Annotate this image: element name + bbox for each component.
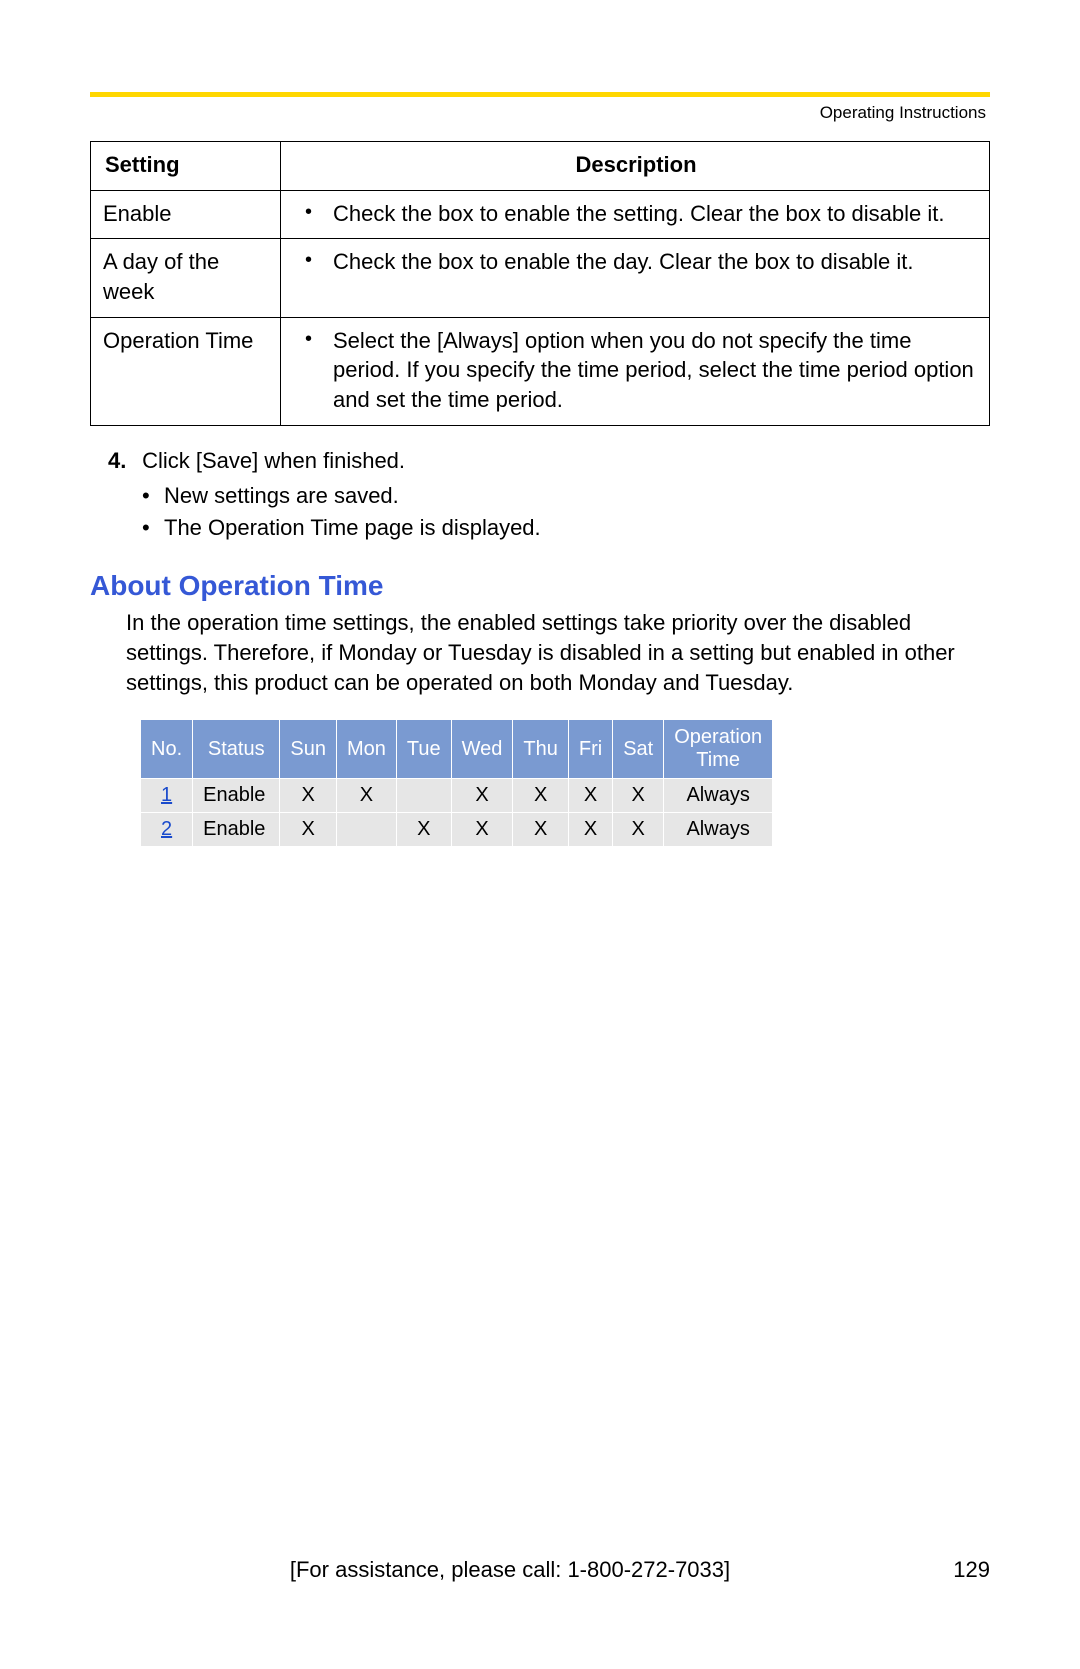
section-body: In the operation time settings, the enab… — [126, 608, 990, 697]
step-bullet: New settings are saved. — [138, 481, 990, 512]
setting-description: •Check the box to enable the day. Clear … — [281, 239, 990, 317]
op-row: 1 Enable X X X X X X Always — [141, 779, 773, 813]
op-col-tue: Tue — [396, 720, 451, 779]
settings-row: A day of the week •Check the box to enab… — [91, 239, 990, 317]
op-cell-fri: X — [568, 779, 612, 813]
setting-name: Operation Time — [91, 317, 281, 425]
op-cell-thu: X — [513, 813, 568, 847]
settings-col-description: Description — [281, 142, 990, 191]
settings-table: Setting Description Enable •Check the bo… — [90, 141, 990, 426]
op-row-no-link[interactable]: 1 — [141, 779, 193, 813]
step-number: 4. — [108, 446, 136, 477]
settings-row: Operation Time •Select the [Always] opti… — [91, 317, 990, 425]
op-cell-sun: X — [280, 813, 337, 847]
op-cell-mon: X — [337, 779, 397, 813]
settings-col-setting: Setting — [91, 142, 281, 191]
step-text: Click [Save] when finished. — [142, 448, 405, 473]
settings-row: Enable •Check the box to enable the sett… — [91, 190, 990, 239]
op-col-sun: Sun — [280, 720, 337, 779]
op-cell-sat: X — [613, 779, 664, 813]
op-cell-tue — [396, 779, 451, 813]
op-col-sat: Sat — [613, 720, 664, 779]
header-label: Operating Instructions — [90, 103, 990, 123]
op-cell-optime: Always — [664, 813, 773, 847]
op-cell-mon — [337, 813, 397, 847]
op-col-wed: Wed — [451, 720, 513, 779]
op-row: 2 Enable X X X X X X Always — [141, 813, 773, 847]
step-bullet: The Operation Time page is displayed. — [138, 513, 990, 544]
operation-time-table: No. Status Sun Mon Tue Wed Thu Fri Sat O… — [140, 719, 773, 847]
op-row-status: Enable — [193, 779, 280, 813]
section-heading: About Operation Time — [90, 570, 990, 602]
op-col-mon: Mon — [337, 720, 397, 779]
step-block: 4. Click [Save] when finished. New setti… — [108, 446, 990, 544]
page-footer: [For assistance, please call: 1-800-272-… — [90, 1557, 990, 1583]
op-cell-optime: Always — [664, 779, 773, 813]
op-cell-sun: X — [280, 779, 337, 813]
op-cell-tue: X — [396, 813, 451, 847]
op-row-no-link[interactable]: 2 — [141, 813, 193, 847]
op-row-status: Enable — [193, 813, 280, 847]
op-cell-wed: X — [451, 813, 513, 847]
setting-description: •Select the [Always] option when you do … — [281, 317, 990, 425]
accent-bar — [90, 92, 990, 97]
op-col-thu: Thu — [513, 720, 568, 779]
op-cell-thu: X — [513, 779, 568, 813]
op-cell-fri: X — [568, 813, 612, 847]
op-col-no: No. — [141, 720, 193, 779]
op-col-optime: OperationTime — [664, 720, 773, 779]
setting-name: A day of the week — [91, 239, 281, 317]
footer-assistance: [For assistance, please call: 1-800-272-… — [90, 1557, 930, 1583]
footer-page-number: 129 — [930, 1557, 990, 1583]
op-col-status: Status — [193, 720, 280, 779]
op-cell-sat: X — [613, 813, 664, 847]
op-col-fri: Fri — [568, 720, 612, 779]
setting-name: Enable — [91, 190, 281, 239]
setting-description: •Check the box to enable the setting. Cl… — [281, 190, 990, 239]
op-cell-wed: X — [451, 779, 513, 813]
